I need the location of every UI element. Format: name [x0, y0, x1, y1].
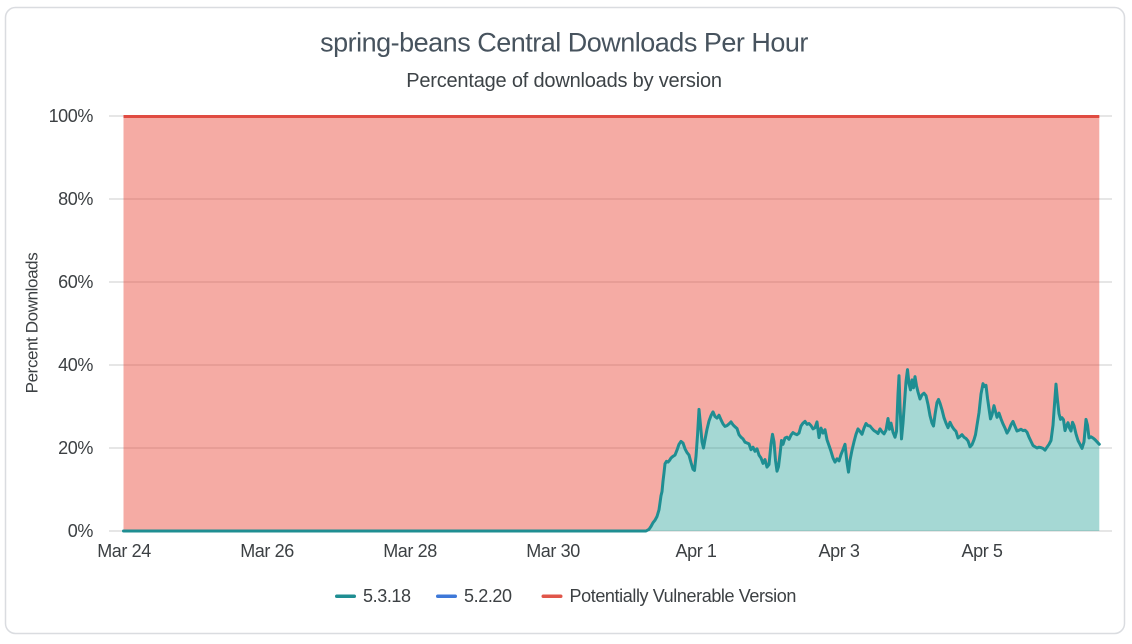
svg-text:5.2.20: 5.2.20 — [464, 586, 512, 606]
svg-text:Mar 28: Mar 28 — [383, 541, 437, 561]
svg-text:20%: 20% — [58, 438, 93, 458]
svg-text:60%: 60% — [58, 272, 93, 292]
svg-text:40%: 40% — [58, 355, 93, 375]
svg-text:Mar 24: Mar 24 — [97, 541, 151, 561]
svg-text:5.3.18: 5.3.18 — [363, 586, 411, 606]
svg-text:0%: 0% — [68, 521, 94, 541]
svg-text:Apr 5: Apr 5 — [961, 541, 1002, 561]
svg-text:Apr 3: Apr 3 — [818, 541, 859, 561]
svg-text:Mar 30: Mar 30 — [526, 541, 580, 561]
svg-text:Apr 1: Apr 1 — [675, 541, 716, 561]
svg-text:Mar 26: Mar 26 — [240, 541, 294, 561]
svg-text:spring-beans Central Downloads: spring-beans Central Downloads Per Hour — [320, 28, 808, 58]
svg-text:100%: 100% — [49, 106, 94, 126]
svg-text:Potentially Vulnerable Version: Potentially Vulnerable Version — [570, 586, 796, 606]
svg-text:Percent Downloads: Percent Downloads — [23, 253, 42, 394]
svg-text:Percentage of downloads by ver: Percentage of downloads by version — [406, 70, 722, 92]
svg-text:80%: 80% — [58, 189, 93, 209]
